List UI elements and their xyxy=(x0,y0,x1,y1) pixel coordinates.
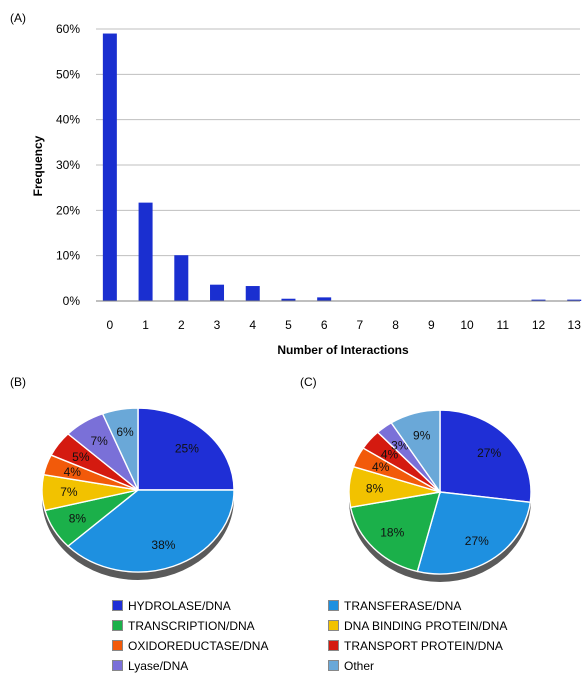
bar-x-tick-labels: 0 1 2 3 4 5 6 7 8 9 10 11 12 13 xyxy=(107,318,582,332)
bar-x-tick-label: 4 xyxy=(249,318,256,332)
bar-y-tick-label: 50% xyxy=(56,67,80,81)
pie-slice-label: 7% xyxy=(90,434,108,448)
bar-y-tick-labels: 0% 10% 20% 30% 40% 50% 60% xyxy=(56,22,80,308)
legend-item: DNA BINDING PROTEIN/DNA xyxy=(328,619,507,633)
pie-slice-label: 4% xyxy=(372,460,390,474)
panel-label-b: (B) xyxy=(10,375,26,389)
bar-x-tick-label: 10 xyxy=(460,318,474,332)
legend-swatch xyxy=(112,660,123,671)
pie-slice-label: 4% xyxy=(64,465,82,479)
bar xyxy=(567,299,582,301)
legend-swatch xyxy=(328,620,339,631)
bar xyxy=(102,33,117,302)
bar-gridlines xyxy=(96,28,580,257)
pie-slice xyxy=(101,407,139,491)
panel-label-c: (C) xyxy=(300,375,317,389)
legend-swatch xyxy=(328,640,339,651)
bar-y-tick-label: 40% xyxy=(56,113,80,127)
legend-item: Other xyxy=(328,659,374,673)
legend-label: TRANSFERASE/DNA xyxy=(344,599,462,613)
bar xyxy=(210,284,225,301)
legend-label: Other xyxy=(344,659,375,673)
legend-item: HYDROLASE/DNA xyxy=(112,599,231,613)
legend-label: Lyase/DNA xyxy=(128,659,189,673)
pie-slice-label: 27% xyxy=(465,534,489,548)
legend-label: TRANSCRIPTION/DNA xyxy=(128,619,255,633)
legend-swatch xyxy=(112,620,123,631)
pie-slice-label: 4% xyxy=(381,447,399,461)
bar xyxy=(245,286,260,301)
legend-label: HYDROLASE/DNA xyxy=(128,599,231,613)
pie-slice xyxy=(66,489,235,573)
bar-x-tick-label: 8 xyxy=(392,318,399,332)
bar-y-tick-label: 10% xyxy=(56,249,80,263)
bar xyxy=(281,298,296,301)
legend-swatch xyxy=(328,660,339,671)
legend-swatch xyxy=(328,600,339,611)
pie-slice-label: 18% xyxy=(380,525,404,539)
bar-x-tick-label: 7 xyxy=(357,318,364,332)
pie-slice-label: 5% xyxy=(72,450,90,464)
bar-x-tick-label: 2 xyxy=(178,318,185,332)
panel-label-a: (A) xyxy=(10,11,26,25)
bar-x-tick-label: 6 xyxy=(321,318,328,332)
pie-slice-label: 25% xyxy=(175,441,199,455)
legend-label: DNA BINDING PROTEIN/DNA xyxy=(344,619,508,633)
pie-slice xyxy=(390,409,441,495)
bar-x-tick-label: 9 xyxy=(428,318,435,332)
legend-item: OXIDOREDUCTASE/DNA xyxy=(112,639,268,653)
legend-item: TRANSPORT PROTEIN/DNA xyxy=(328,639,503,653)
bar-x-tick-label: 0 xyxy=(107,318,114,332)
legend-item: TRANSFERASE/DNA xyxy=(328,599,461,613)
bar-x-tick-label: 12 xyxy=(532,318,546,332)
bar-series xyxy=(102,33,582,302)
pie-slice xyxy=(439,409,532,504)
legend-swatch xyxy=(112,600,123,611)
pie-slice-label: 7% xyxy=(60,485,78,499)
pie-slice xyxy=(349,491,441,573)
legend-label: OXIDOREDUCTASE/DNA xyxy=(128,639,269,653)
pie-chart-c: 27%27%18%8%4%4%3%9% xyxy=(348,409,532,582)
bar-y-tick-label: 30% xyxy=(56,158,80,172)
legend-label: TRANSPORT PROTEIN/DNA xyxy=(344,639,503,653)
bar-x-tick-label: 13 xyxy=(568,318,582,332)
bar-y-tick-label: 0% xyxy=(63,294,81,308)
pie-slice-label: 8% xyxy=(69,511,87,525)
bar-y-tick-label: 20% xyxy=(56,203,80,217)
pie-slice-label: 27% xyxy=(477,446,501,460)
bar xyxy=(174,255,189,301)
bar-y-tick-label: 60% xyxy=(56,22,80,36)
pie-chart-b: 25%38%8%7%4%5%7%6% xyxy=(41,407,235,580)
bar-x-axis-label: Number of Interactions xyxy=(277,343,409,357)
pie-slice-label: 38% xyxy=(151,538,175,552)
legend-swatch xyxy=(112,640,123,651)
bar-x-tick-label: 1 xyxy=(142,318,149,332)
pie-slice-label: 9% xyxy=(413,428,431,442)
bar xyxy=(317,297,332,301)
bar-x-tick-label: 5 xyxy=(285,318,292,332)
pie-slice-label: 6% xyxy=(116,425,134,439)
legend-item: TRANSCRIPTION/DNA xyxy=(112,619,255,633)
bar xyxy=(531,299,546,301)
pie-slice-label: 8% xyxy=(366,481,384,495)
bar-chart: 0%10%20%30%40%50%60% 0 1 2 3 4 5 6 7 8 9 10 11 12 13 … xyxy=(31,22,582,357)
pie-slice xyxy=(137,407,235,491)
bar-x-tick-label: 11 xyxy=(497,318,510,332)
bar-y-axis-label: Frequency xyxy=(31,135,45,196)
bar xyxy=(138,202,153,301)
bar-x-tick-label: 3 xyxy=(214,318,221,332)
legend-item: Lyase/DNA xyxy=(112,659,188,673)
pie-slice xyxy=(416,491,532,575)
